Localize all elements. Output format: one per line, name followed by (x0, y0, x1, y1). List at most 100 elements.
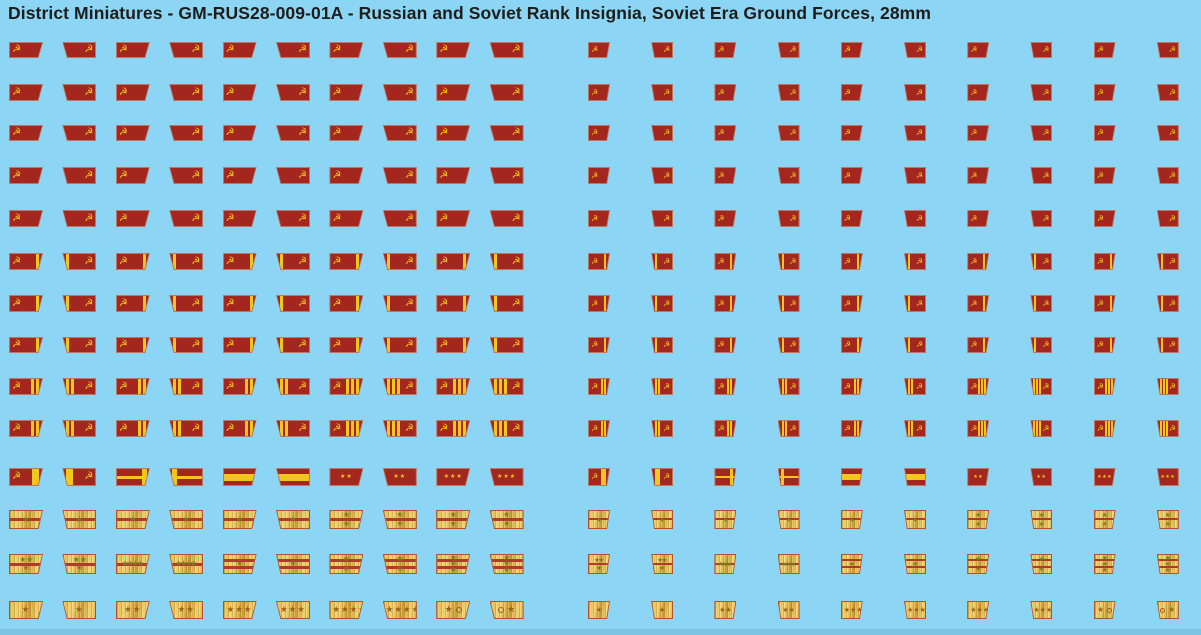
insignia-tab3s-left: ☭ (967, 420, 990, 437)
insignia-tab1s-right: ☭ (777, 253, 800, 270)
insignia-tab3s-right: ☭ (382, 420, 417, 437)
insignia-tab2s-right: ☭ (276, 378, 310, 395)
hammer-sickle-icon: ☭ (663, 170, 671, 180)
insignia-tab3s-left: ☭ (436, 420, 471, 437)
hammer-sickle-icon: ☭ (717, 128, 725, 137)
star-icon: ★ (342, 553, 350, 563)
star-icon: ★ (1164, 553, 1171, 562)
insignia-tab-left: ☭ (588, 84, 610, 101)
hammer-sickle-icon: ☭ (84, 255, 94, 267)
hammer-sickle-icon: ☭ (12, 297, 21, 309)
insignia-bd1s2-left: ★ ★ (1093, 510, 1116, 529)
insignia-tab1s-left: ☭ (967, 253, 990, 270)
insignia-tab1s-right: ☭ (904, 337, 926, 353)
insignia-tab2s-left: ☭ (115, 378, 150, 395)
hammer-sickle-icon: ☭ (332, 297, 342, 309)
star-icon: ★ (342, 510, 350, 520)
star-icon: ★ (784, 559, 790, 568)
insignia-tab-left: ☭ (1093, 210, 1116, 227)
insignia-tab-right: ☭ (169, 167, 204, 184)
star-icons: ★★★ (280, 604, 306, 615)
star-icons: ★★★ (907, 605, 926, 614)
star-icon: ★ (1164, 519, 1171, 528)
insignia-tab-right: ☭ (169, 84, 204, 101)
insignia-tab-right: ☭ (62, 125, 97, 141)
insignia-tab-left: ☭ (714, 84, 737, 101)
insignia-tabws-left: ☭ (9, 468, 43, 486)
hammer-sickle-icon: ☭ (84, 169, 94, 181)
insignia-tabst2-left: ★★ (329, 468, 364, 486)
insignia-tab2s-left: ☭ (840, 378, 863, 395)
hammer-sickle-icon: ☭ (1168, 381, 1176, 391)
hammer-sickle-icon: ☭ (915, 87, 923, 97)
star-icon: ★ (848, 559, 855, 568)
hammer-sickle-icon: ☭ (225, 255, 235, 267)
hammer-sickle-icon: ☭ (789, 423, 797, 433)
sheet-title: District Miniatures - GM-RUS28-009-01A -… (8, 3, 932, 23)
insignia-tab2s-right: ☭ (169, 378, 204, 395)
insignia-tab1s-right: ☭ (62, 253, 97, 270)
insignia-tab-right: ☭ (62, 84, 97, 101)
hammer-sickle-icon: ☭ (225, 297, 235, 309)
star-icon: ★ (22, 514, 30, 524)
hammer-sickle-icon: ☭ (404, 44, 414, 55)
insignia-tab-left: ☭ (436, 84, 471, 101)
hammer-sickle-icon: ☭ (225, 212, 235, 224)
insignia-tab-right: ☭ (382, 84, 417, 101)
insignia-tab1s-right: ☭ (1156, 295, 1179, 312)
hammer-sickle-icon: ☭ (843, 45, 851, 54)
insignia-tab1s-left: ☭ (588, 337, 610, 353)
insignia-tab2s-right: ☭ (904, 420, 926, 437)
star-icon: ★ (598, 555, 605, 564)
insignia-tab-right: ☭ (1156, 167, 1179, 184)
hammer-sickle-icon: ☭ (404, 86, 414, 98)
star-icon: ★ (975, 519, 982, 528)
insignia-tab-right: ☭ (651, 167, 674, 184)
insignia-bd1s1-right: ★ (777, 510, 800, 529)
hammer-sickle-icon: ☭ (663, 256, 671, 266)
insignia-bd2s3-right: ★ ★ ★ (489, 554, 524, 574)
insignia-tab-right: ☭ (382, 42, 417, 58)
star-icons: ★★★★ (332, 604, 367, 615)
star-icon: ★ (449, 564, 457, 574)
hammer-sickle-icon: ☭ (717, 213, 725, 223)
hammer-sickle-icon: ☭ (843, 256, 851, 266)
hammer-sickle-icon: ☭ (1096, 128, 1104, 137)
hammer-sickle-icon: ☭ (843, 381, 851, 391)
insignia-tab3s-right: ☭ (1156, 378, 1179, 395)
hammer-sickle-icon: ☭ (843, 87, 851, 97)
insignia-tab-right: ☭ (651, 42, 674, 58)
insignia-tab2s-left: ☭ (840, 420, 863, 437)
star-icon: ★ (596, 515, 602, 524)
hammer-sickle-icon: ☭ (789, 381, 797, 391)
hammer-sickle-icon: ☭ (789, 87, 797, 97)
insignia-tab2s-left: ☭ (588, 420, 610, 437)
insignia-tab1s-right: ☭ (382, 337, 417, 353)
hammer-sickle-icon: ☭ (717, 340, 725, 349)
insignia-tab2s-left: ☭ (115, 420, 150, 437)
insignia-tab-left: ☭ (588, 42, 610, 58)
hammer-sickle-icon: ☭ (970, 381, 978, 391)
hammer-sickle-icon: ☭ (843, 298, 851, 308)
insignia-tab-right: ☭ (1030, 125, 1053, 141)
insignia-tab-left: ☭ (9, 125, 43, 141)
insignia-tab1s-right: ☭ (904, 253, 926, 270)
insignia-tab-right: ☭ (62, 42, 97, 58)
hammer-sickle-icon: ☭ (717, 87, 725, 97)
hammer-sickle-icon: ☭ (12, 255, 21, 267)
insignia-bd2s3-right: ★ ★ ★ (1156, 553, 1179, 574)
insignia-tabhb-left (222, 468, 257, 486)
hammer-sickle-icon: ☭ (439, 212, 449, 224)
star-icon: ★ (444, 604, 453, 615)
insignia-tab1s-right: ☭ (1030, 337, 1053, 353)
hammer-sickle-icon: ☭ (404, 127, 414, 138)
hammer-sickle-icon: ☭ (1168, 340, 1176, 349)
insignia-tab-right: ☭ (1156, 84, 1179, 101)
insignia-tab3s-left: ☭ (1093, 420, 1116, 437)
insignia-gen2-right: ★★ (169, 601, 204, 619)
star-icon: ★ (342, 563, 350, 573)
hammer-sickle-icon: ☭ (12, 422, 21, 434)
insignia-bd1s1-left: ★ (9, 510, 43, 529)
insignia-tab1s-left: ☭ (9, 295, 43, 312)
insignia-tab-left: ☭ (840, 210, 863, 227)
